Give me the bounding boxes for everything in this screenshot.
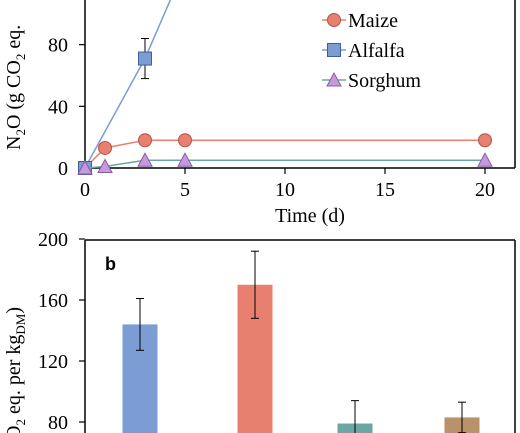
alfalfa-legend-label: Alfalfa xyxy=(348,40,405,62)
panel-a-x-tick-label: 0 xyxy=(80,179,90,201)
panel-b-label: b xyxy=(105,254,116,274)
panel-a-x-tick-label: 15 xyxy=(375,179,395,201)
panel-a-x-tick-label: 10 xyxy=(275,179,295,201)
panel-b: b 80 120 160 200 O2 eq. per kgDM) xyxy=(3,229,516,433)
panel-b-y-axis-title: O2 eq. per kgDM) xyxy=(3,307,28,433)
sorghum-point xyxy=(77,159,93,175)
panel-b-y-tick-label: 200 xyxy=(38,229,68,251)
maize-point xyxy=(138,133,152,148)
maize-legend-marker xyxy=(327,13,341,27)
alfalfa-legend-marker xyxy=(327,43,341,57)
panel-a-y-tick-label: 40 xyxy=(48,96,68,118)
sorghum-point xyxy=(137,152,153,167)
panel-a: 0 40 80 0 5 10 15 20 Time (d) N2O (g CO2 eq. M… xyxy=(3,0,516,227)
panel-b-y-tick-label: 80 xyxy=(48,412,68,433)
sorghum-point xyxy=(97,158,113,173)
panel-a-legend: Maize Alfalfa Sorghum xyxy=(322,10,421,92)
maize-legend-label: Maize xyxy=(348,10,398,32)
maize-point xyxy=(478,133,492,148)
panel-b-y-tick-label: 120 xyxy=(38,351,68,373)
alfalfa-point xyxy=(138,51,152,66)
sorghum-legend-marker xyxy=(326,71,342,87)
panel-a-y-axis-title: N2O (g CO2 eq. xyxy=(3,25,28,150)
sorghum-legend-label: Sorghum xyxy=(348,70,421,92)
panel-a-x-axis-title: Time (d) xyxy=(275,205,345,227)
panel-a-y-tick-label: 80 xyxy=(48,35,68,57)
panel-a-x-tick-label: 5 xyxy=(180,179,190,201)
panel-b-y-tick-label: 160 xyxy=(38,290,68,312)
panel-a-y-tick-label: 0 xyxy=(58,158,68,180)
panel-a-x-tick-label: 20 xyxy=(475,179,495,201)
maize-point xyxy=(178,133,192,148)
maize-point xyxy=(98,140,112,155)
sorghum-point xyxy=(477,152,493,167)
sorghum-point xyxy=(177,152,193,167)
